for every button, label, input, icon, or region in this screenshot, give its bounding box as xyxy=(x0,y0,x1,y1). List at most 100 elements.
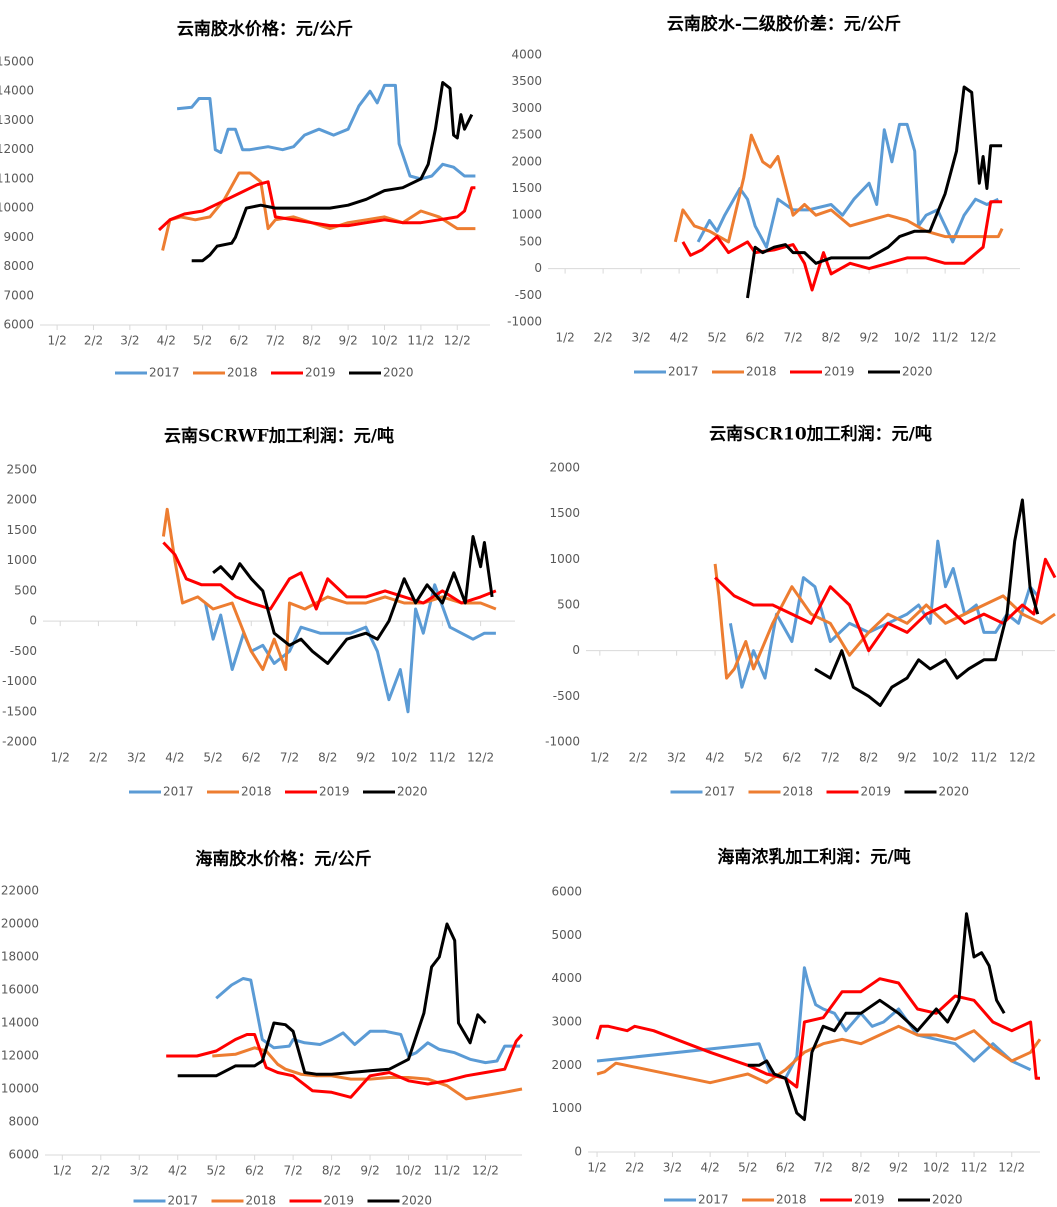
chart-title: 海南胶水价格：元/公斤 xyxy=(195,849,371,870)
y-tick-label: 14000 xyxy=(0,84,34,98)
series-line xyxy=(191,81,474,263)
y-tick-label: 6000 xyxy=(3,318,34,332)
x-tick-label: 4/2 xyxy=(700,1161,719,1175)
y-tick-label: 6000 xyxy=(8,1148,39,1162)
legend-label: 2018 xyxy=(227,366,258,380)
x-tick-label: 7/2 xyxy=(280,751,299,765)
x-tick-label: 12/2 xyxy=(472,1164,499,1178)
y-tick-label: 3000 xyxy=(511,101,542,115)
legend-label: 2019 xyxy=(854,1193,885,1207)
y-tick-label: 500 xyxy=(557,598,580,612)
x-tick-label: 1/2 xyxy=(555,331,574,345)
x-tick-label: 6/2 xyxy=(782,751,801,765)
y-tick-label: 4000 xyxy=(551,971,582,985)
y-tick-label: 500 xyxy=(519,234,542,248)
y-tick-label: 14000 xyxy=(1,1016,39,1030)
x-tick-label: 6/2 xyxy=(242,751,261,765)
x-tick-label: 12/2 xyxy=(1009,751,1036,765)
series-line xyxy=(161,507,497,671)
y-tick-label: -1000 xyxy=(507,315,542,329)
y-tick-label: 2000 xyxy=(511,154,542,168)
y-tick-label: 3000 xyxy=(551,1015,582,1029)
series-line xyxy=(714,557,1057,653)
y-tick-label: -500 xyxy=(10,644,37,658)
y-tick-label: -1500 xyxy=(2,704,37,718)
y-tick-label: 16000 xyxy=(1,983,39,997)
y-tick-label: -500 xyxy=(515,288,542,302)
series-line xyxy=(177,922,487,1078)
y-tick-label: 1500 xyxy=(549,506,580,520)
y-tick-label: 0 xyxy=(29,614,37,628)
x-tick-label: 3/2 xyxy=(127,751,146,765)
x-tick-label: 7/2 xyxy=(814,1161,833,1175)
y-tick-label: 1500 xyxy=(6,523,37,537)
legend-label: 2017 xyxy=(149,366,180,380)
y-tick-label: 8000 xyxy=(8,1115,39,1129)
x-tick-label: 2/2 xyxy=(91,1164,110,1178)
chart-title: 云南胶水价格：元/公斤 xyxy=(177,19,353,40)
x-tick-label: 1/2 xyxy=(590,751,609,765)
series-line xyxy=(681,200,1003,292)
y-tick-label: 1000 xyxy=(511,208,542,222)
series-line xyxy=(673,133,1004,244)
legend-label: 2017 xyxy=(163,785,194,799)
y-tick-label: -1000 xyxy=(2,674,37,688)
x-tick-label: 9/2 xyxy=(889,1161,908,1175)
x-tick-label: 9/2 xyxy=(859,331,878,345)
x-tick-label: 11/2 xyxy=(932,331,959,345)
x-tick-label: 1/2 xyxy=(587,1161,606,1175)
y-tick-label: -2000 xyxy=(2,735,37,749)
series-line xyxy=(215,977,521,1065)
legend-label: 2020 xyxy=(902,365,933,379)
x-tick-label: 7/2 xyxy=(266,334,285,348)
y-tick-label: 2000 xyxy=(551,1058,582,1072)
x-tick-label: 5/2 xyxy=(207,1164,226,1178)
y-tick-label: 1000 xyxy=(551,1101,582,1115)
x-tick-label: 8/2 xyxy=(851,1161,870,1175)
x-tick-label: 12/2 xyxy=(970,331,997,345)
y-tick-label: 13000 xyxy=(0,113,34,127)
y-tick-label: 2500 xyxy=(511,128,542,142)
x-tick-label: 6/2 xyxy=(245,1164,264,1178)
legend-label: 2020 xyxy=(397,785,428,799)
legend-label: 2017 xyxy=(705,785,736,799)
x-tick-label: 10/2 xyxy=(395,1164,422,1178)
y-tick-label: 2000 xyxy=(6,493,37,507)
chart-title: 云南SCR10加工利润：元/吨 xyxy=(709,424,932,445)
x-tick-label: 5/2 xyxy=(193,334,212,348)
series-line xyxy=(728,539,1039,689)
y-tick-label: 0 xyxy=(534,261,542,275)
y-tick-label: 1000 xyxy=(549,552,580,566)
x-tick-label: 1/2 xyxy=(47,334,66,348)
series-line xyxy=(746,85,1003,299)
y-tick-label: 10000 xyxy=(1,1082,39,1096)
x-tick-label: 12/2 xyxy=(467,751,494,765)
x-tick-label: 8/2 xyxy=(302,334,321,348)
x-tick-label: 6/2 xyxy=(776,1161,795,1175)
legend-label: 2019 xyxy=(305,366,336,380)
x-tick-label: 3/2 xyxy=(663,1161,682,1175)
x-tick-label: 7/2 xyxy=(821,751,840,765)
legend-label: 2019 xyxy=(319,785,350,799)
x-tick-label: 4/2 xyxy=(669,331,688,345)
x-tick-label: 11/2 xyxy=(970,751,997,765)
y-tick-label: 7000 xyxy=(3,288,34,302)
x-tick-label: 7/2 xyxy=(783,331,802,345)
y-tick-label: 0 xyxy=(572,643,580,657)
y-tick-label: 1500 xyxy=(511,181,542,195)
legend-label: 2017 xyxy=(698,1193,729,1207)
series-line xyxy=(161,171,476,251)
series-line xyxy=(596,1024,1042,1085)
legend-label: 2018 xyxy=(241,785,272,799)
x-tick-label: 5/2 xyxy=(744,751,763,765)
x-tick-label: 11/2 xyxy=(429,751,456,765)
y-tick-label: -500 xyxy=(553,689,580,703)
x-tick-label: 4/2 xyxy=(705,751,724,765)
legend-label: 2018 xyxy=(246,1194,277,1207)
x-tick-label: 11/2 xyxy=(961,1161,988,1175)
series-line xyxy=(157,180,476,232)
x-tick-label: 10/2 xyxy=(932,751,959,765)
x-tick-label: 1/2 xyxy=(51,751,70,765)
x-tick-label: 10/2 xyxy=(371,334,398,348)
series-line xyxy=(747,912,1006,1121)
